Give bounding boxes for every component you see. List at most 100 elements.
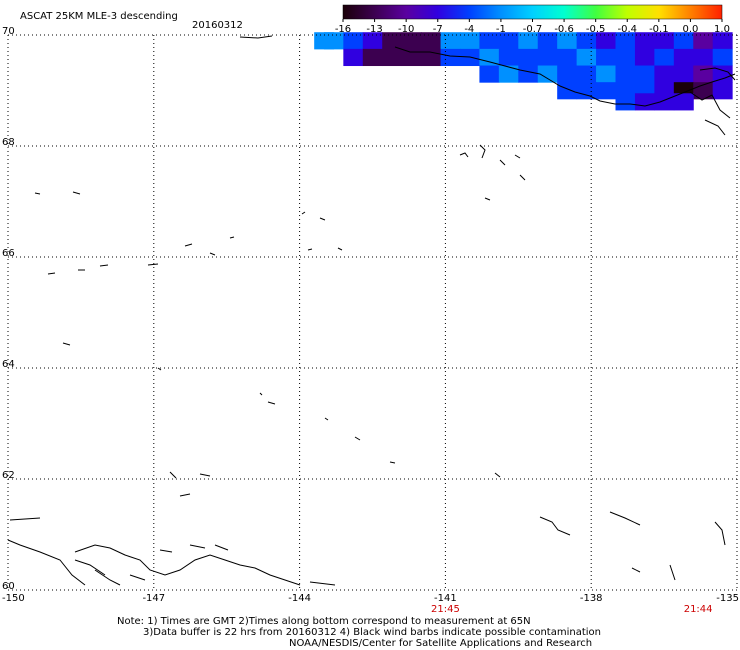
- wind-cell: [343, 48, 364, 67]
- x-tick-label: -150: [2, 593, 25, 604]
- note-line-1: Note: 1) Times are GMT 2)Times along bot…: [117, 616, 531, 627]
- wind-cell: [537, 65, 558, 83]
- coastline: [7, 35, 736, 586]
- wind-cell: [518, 65, 539, 83]
- y-tick-label: 68: [2, 137, 15, 148]
- wind-cell: [615, 32, 636, 50]
- wind-cell: [596, 32, 616, 50]
- colorbar-gradient: [342, 4, 723, 20]
- chart-title: ASCAT 25KM MLE-3 descending: [20, 11, 178, 22]
- y-tick-labels: 70 68 66 64 62 60: [2, 26, 15, 592]
- arctic-coastline: [394, 46, 736, 107]
- wind-cell: [673, 65, 694, 83]
- wind-cell: [576, 32, 597, 50]
- wind-cell: [654, 48, 675, 67]
- wind-cell: [712, 48, 733, 67]
- south-islands: [539, 511, 726, 581]
- lat-lon-grid: [7, 34, 738, 591]
- wind-cell: [576, 82, 597, 100]
- wind-cell: [382, 48, 403, 67]
- x-tick-labels: -150 -147 -144 -141 -138 -135: [2, 593, 739, 604]
- x-tick-label: -135: [716, 593, 739, 604]
- x-tick-label: -138: [580, 593, 603, 604]
- y-tick-label: 66: [2, 248, 15, 259]
- wind-cell: [459, 32, 480, 50]
- x-tick-label: -147: [142, 593, 165, 604]
- wind-cell: [440, 32, 461, 50]
- wind-cell: [479, 32, 500, 50]
- colorbar-label: -7: [433, 24, 443, 35]
- y-tick-label: 70: [2, 26, 15, 37]
- wind-cell: [654, 32, 675, 50]
- wind-cell: [382, 32, 403, 50]
- wind-cell: [673, 32, 694, 50]
- wind-cell: [479, 48, 500, 67]
- colorbar-labels: -16 -13 -10 -7 -4 -1 -0.7 -0.6 -0.5 -0.4 -0.1 0.0 1.…: [335, 19, 730, 35]
- colorbar-label: -0.1: [649, 24, 669, 35]
- wind-cell: [634, 32, 655, 50]
- chart-date: 20160312: [192, 20, 243, 31]
- wind-cell: [518, 48, 539, 67]
- wind-cell: [576, 48, 597, 67]
- wind-cell: [654, 65, 675, 83]
- y-tick-label: 64: [2, 359, 15, 370]
- wind-cell: [421, 48, 442, 67]
- y-tick-label: 62: [2, 470, 15, 481]
- wind-cell: [654, 93, 675, 111]
- wind-cell: [498, 65, 519, 83]
- wind-cell: [557, 65, 578, 83]
- wind-cell: [440, 48, 461, 67]
- wind-cell: [693, 65, 714, 83]
- coastline-detail-ne: [689, 67, 736, 136]
- delta-islands: [74, 544, 229, 586]
- wind-cell: [596, 65, 616, 83]
- wind-speed-cells: [314, 32, 733, 111]
- wind-cell: [712, 65, 733, 83]
- wind-cell: [537, 48, 558, 67]
- wind-cell: [479, 65, 500, 83]
- wind-cell: [401, 48, 422, 67]
- wind-cell: [557, 48, 578, 67]
- wind-cell: [615, 65, 636, 83]
- wind-cell: [673, 93, 694, 111]
- time-labels: 21:45 21:44: [431, 604, 713, 615]
- wind-cell: [557, 32, 578, 50]
- colorbar-label: 0.0: [682, 24, 698, 35]
- colorbar-label: -0.5: [586, 24, 606, 35]
- colorbar-label: -13: [366, 24, 382, 35]
- time-label: 21:44: [684, 604, 713, 615]
- wind-cell: [596, 48, 616, 67]
- wind-cell: [712, 32, 733, 50]
- colorbar-label: -4: [464, 24, 474, 35]
- colorbar: [342, 4, 723, 20]
- coastline-top: [239, 35, 273, 39]
- wind-cell: [673, 48, 694, 67]
- y-tick-label: 60: [2, 581, 15, 592]
- wind-cell: [401, 32, 422, 50]
- colorbar-label: -16: [335, 24, 351, 35]
- wind-cell: [518, 32, 539, 50]
- x-tick-label: -141: [434, 593, 457, 604]
- wind-cell: [421, 32, 442, 50]
- wind-cell: [537, 32, 558, 50]
- colorbar-label: -0.6: [554, 24, 574, 35]
- time-label: 21:45: [431, 604, 460, 615]
- colorbar-label: -10: [398, 24, 414, 35]
- wind-cell: [712, 82, 733, 100]
- wind-cell: [634, 65, 655, 83]
- x-tick-label: -144: [288, 593, 311, 604]
- wind-cell: [362, 32, 383, 50]
- yukon-lakes: [34, 144, 526, 497]
- note-line-3: NOAA/NESDIS/Center for Satellite Applica…: [289, 638, 593, 649]
- wind-cell: [498, 32, 519, 50]
- colorbar-label: -1: [496, 24, 506, 35]
- colorbar-label: -0.4: [617, 24, 637, 35]
- wind-cell: [323, 32, 344, 50]
- wind-cell: [615, 48, 636, 67]
- colorbar-label: 1.0: [714, 24, 730, 35]
- note-line-2: 3)Data buffer is 22 hrs from 20160312 4)…: [143, 627, 601, 638]
- wind-cell: [498, 48, 519, 67]
- wind-cell: [615, 93, 636, 111]
- wind-cell: [596, 82, 616, 100]
